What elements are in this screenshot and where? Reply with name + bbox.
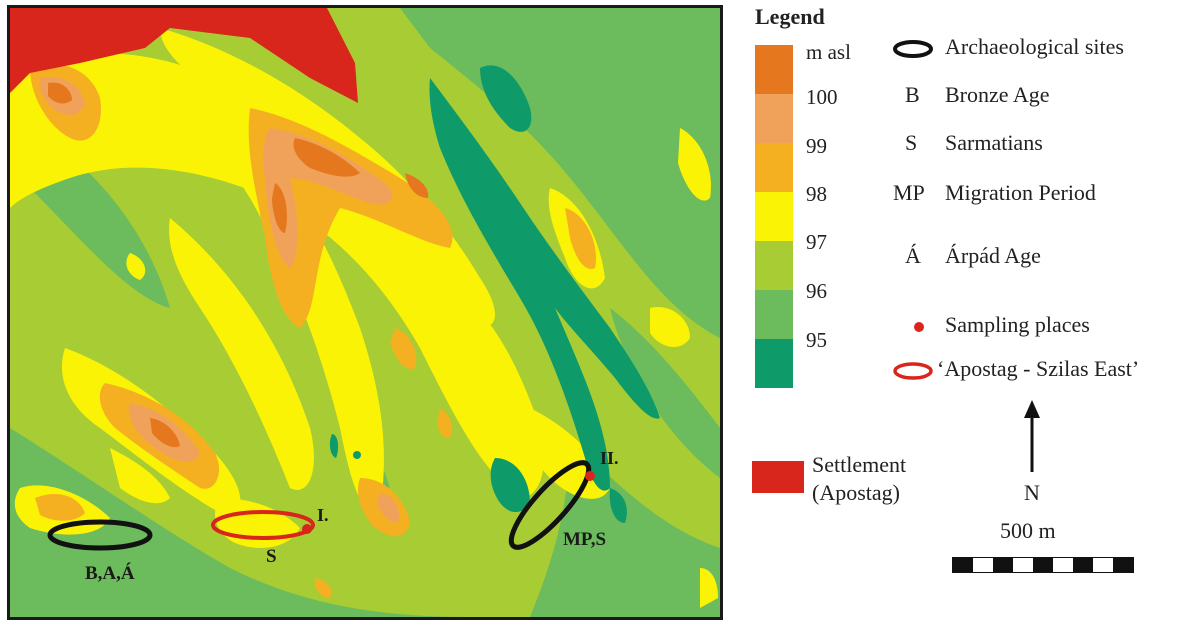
scale-label: 500 m <box>1000 518 1056 543</box>
ramp-swatch-6 <box>755 339 793 388</box>
sampling-dot-icon <box>914 322 924 332</box>
ramp-swatch-1 <box>755 94 793 143</box>
north-label: N <box>1024 480 1040 505</box>
ramp-label-96: 96 <box>806 279 827 303</box>
study-area-ellipse <box>211 510 315 540</box>
legend-study-area-label: ‘Apostag - Szilas East’ <box>937 356 1140 381</box>
site-label-west: B,A,Á <box>85 563 135 584</box>
ramp-swatch-4 <box>755 241 793 290</box>
ramp-swatch-2 <box>755 143 793 192</box>
elevation-color-ramp <box>755 45 793 388</box>
site-ellipse-west <box>47 519 153 551</box>
study-area-ellipse-icon <box>893 362 933 380</box>
elevation-map-svg <box>10 8 720 617</box>
ramp-label-97: 97 <box>806 230 827 254</box>
scale-bar <box>952 557 1134 573</box>
period-label-migration: Migration Period <box>945 180 1096 205</box>
sampling-point-2 <box>585 471 595 481</box>
settlement-area <box>10 8 358 103</box>
ramp-swatch-3 <box>755 192 793 241</box>
elevation-100-zones <box>48 82 429 448</box>
ramp-swatch-0 <box>755 45 793 94</box>
channel-lowest <box>329 65 660 523</box>
ramp-swatch-5 <box>755 290 793 339</box>
period-abbr-b: B <box>905 82 920 107</box>
settlement-swatch <box>752 461 804 493</box>
settlement-label-line1: Settlement <box>812 452 907 477</box>
north-arrow-icon <box>1024 400 1040 472</box>
period-abbr-s: S <box>905 130 918 155</box>
sampling-label-2: II. <box>600 448 619 468</box>
elevation-unit: m asl <box>806 40 851 64</box>
settlement-label: Settlement (Apostag) <box>812 451 906 507</box>
period-label-sarmatians: Sarmatians <box>945 130 1043 155</box>
sampling-point-1 <box>302 524 312 534</box>
site-label-east: MP,S <box>563 529 607 550</box>
ramp-label-98: 98 <box>806 182 827 206</box>
site-label-study: S <box>266 546 277 567</box>
period-label-bronze: Bronze Age <box>945 82 1050 107</box>
site-ellipse-icon <box>893 40 933 58</box>
legend-archaeological-sites-label: Archaeological sites <box>945 34 1124 59</box>
period-abbr-a: Á <box>905 243 921 268</box>
period-label-arpad: Árpád Age <box>945 243 1041 268</box>
ramp-label-100: 100 <box>806 85 838 109</box>
sampling-label-1: I. <box>317 505 329 525</box>
elevation-map: B,A,Á S MP,S I. II. <box>7 5 723 620</box>
period-abbr-mp: MP <box>893 180 925 205</box>
site-ellipse-east <box>508 460 592 550</box>
ramp-label-95: 95 <box>806 328 827 352</box>
legend-title: Legend <box>755 4 825 29</box>
legend-sampling-places-label: Sampling places <box>945 312 1090 337</box>
settlement-label-line2: (Apostag) <box>812 480 900 505</box>
ramp-label-99: 99 <box>806 134 827 158</box>
